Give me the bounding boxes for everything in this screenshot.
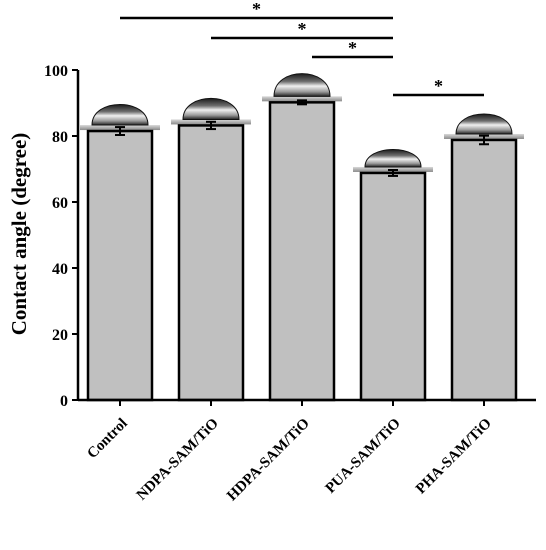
error-bar xyxy=(297,99,307,106)
x-tick-label: HDPA-SAM/TiO xyxy=(224,416,313,505)
y-tick-label: 60 xyxy=(52,195,68,212)
x-tick-label: NDPA-SAM/TiO xyxy=(134,416,222,504)
y-axis-label: Contact angle (degree) xyxy=(7,133,31,336)
bar xyxy=(268,101,336,402)
significance-bracket: * xyxy=(120,0,393,20)
x-tick-label: Control xyxy=(84,416,130,462)
y-tick-label: 0 xyxy=(60,393,68,410)
droplet-image xyxy=(171,98,251,125)
x-tick-label: PHA-SAM/TiO xyxy=(413,416,495,498)
significance-star: * xyxy=(252,0,261,19)
y-tick-label: 80 xyxy=(52,129,68,146)
significance-bracket: * xyxy=(393,76,484,97)
droplet-image xyxy=(353,149,433,172)
x-ticks: Control NDPA-SAM/TiO HDPA-SAM/TiO PUA-SAM/T… xyxy=(84,400,495,505)
significance-bracket: * xyxy=(211,19,393,40)
significance-star: * xyxy=(348,38,357,58)
error-bar xyxy=(206,120,216,131)
y-tick-label: 100 xyxy=(44,63,68,80)
bar xyxy=(86,129,154,402)
bar xyxy=(359,171,427,402)
bar xyxy=(177,124,245,402)
y-tick-label: 20 xyxy=(52,327,68,344)
significance-bracket: * xyxy=(312,38,393,59)
significance-brackets: * * * * xyxy=(120,0,484,97)
error-bar xyxy=(479,134,489,146)
x-tick-label: PUA-SAM/TiO xyxy=(323,416,404,497)
error-bar xyxy=(388,168,398,177)
error-bar xyxy=(115,126,125,137)
bars xyxy=(86,101,518,402)
error-bars xyxy=(115,99,489,177)
significance-star: * xyxy=(298,19,307,39)
droplet-image xyxy=(262,73,342,102)
y-ticks: 0 20 40 60 80 100 xyxy=(44,63,78,410)
bar xyxy=(450,138,518,402)
y-tick-label: 40 xyxy=(52,261,68,278)
significance-star: * xyxy=(434,76,443,96)
